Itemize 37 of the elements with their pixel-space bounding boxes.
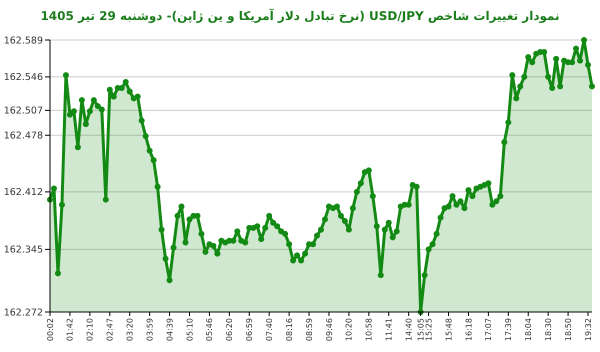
y-tick-label: 162.589	[4, 35, 43, 46]
x-tick-label: 09:46	[324, 318, 334, 342]
y-tick-label: 162.345	[4, 244, 43, 256]
x-tick-label: 17:39	[504, 318, 514, 342]
x-tick-label: 08:59	[304, 318, 314, 342]
chart-title: نمودار تغییرات شاخص USD/JPY (نرخ تبادل دلار آمریکا و ین ژاپن)- دوشنبه 29 تیر 1405	[40, 8, 560, 23]
x-tick-label: 14:40	[404, 318, 414, 342]
y-tick-label: 162.546	[4, 72, 43, 84]
x-tick-label: 15:05	[416, 318, 426, 342]
x-tick-label: 18:04	[524, 318, 534, 342]
x-tick-label: 15:48	[444, 318, 454, 342]
y-tick-label: 162.478	[4, 130, 43, 142]
x-tick-label: 06:20	[225, 318, 234, 342]
x-tick-label: 04:39	[165, 318, 174, 342]
x-tick-label: 18:30	[544, 318, 553, 342]
x-tick-label: 10:20	[344, 318, 354, 342]
x-tick-label: 08:16	[284, 318, 294, 342]
x-tick-label: 15:25	[424, 318, 434, 342]
x-tick-label: 03:20	[126, 318, 135, 342]
x-tick-label: 02:10	[86, 318, 95, 342]
x-tick-label: 01:42	[66, 318, 75, 342]
x-tick-label: 17:07	[484, 318, 494, 342]
x-tick-label: 03:59	[145, 318, 154, 342]
x-tick-label: 07:40	[264, 318, 274, 342]
x-tick-label: 05:10	[185, 318, 194, 342]
x-tick-label: 06:59	[245, 318, 254, 342]
x-tick-label: 05:46	[205, 318, 214, 342]
x-tick-label: 18:50	[564, 318, 573, 342]
y-tick-label: 162.412	[4, 187, 43, 198]
x-tick-label: 10:58	[364, 318, 374, 342]
x-tick-label: 16:18	[464, 318, 474, 342]
x-tick-label: 02:47	[106, 318, 115, 342]
x-tick-label: 19:32	[584, 318, 593, 342]
y-tick-label: 162.272	[4, 307, 43, 318]
y-tick-label: 162.507	[4, 106, 43, 117]
x-tick-label: 11:41	[384, 318, 394, 342]
x-tick-label: 00:02	[46, 318, 55, 342]
